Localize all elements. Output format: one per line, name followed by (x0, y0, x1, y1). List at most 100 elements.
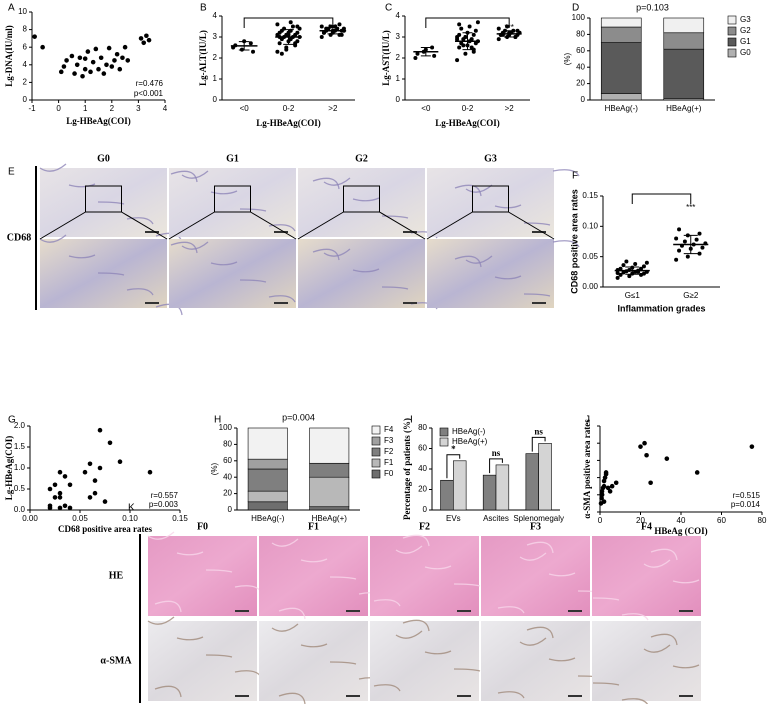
legend-swatch (727, 48, 737, 58)
point (457, 22, 462, 27)
tissue-streak (210, 261, 238, 266)
point (57, 490, 63, 496)
point (638, 444, 643, 449)
tissue-streak (271, 538, 299, 547)
point (279, 51, 284, 56)
y-tick-label: 0.00 (582, 282, 598, 291)
y-tick-label: 0.5 (14, 484, 26, 493)
y-axis-label: Lg-DNA(IU/ml) (4, 25, 14, 87)
point (700, 245, 705, 250)
tissue-streak (453, 668, 481, 672)
zoom-line (39, 211, 86, 240)
x-tick-label: <0 (240, 104, 250, 113)
point (674, 257, 679, 262)
y-tick-label: 0 (23, 95, 28, 104)
legend-swatch (371, 469, 381, 479)
point (471, 49, 476, 54)
y-tick-label: 0 (213, 95, 218, 104)
tissue-streak (126, 217, 154, 225)
bar-segment (309, 462, 350, 478)
point (72, 71, 77, 76)
point (457, 45, 462, 50)
scale-bar (274, 302, 288, 304)
point (57, 495, 63, 500)
tissue-streak (402, 534, 430, 547)
point (455, 58, 460, 63)
point (82, 469, 88, 475)
point (685, 254, 690, 259)
bar-segment (247, 490, 288, 503)
panel-letter: E (8, 167, 15, 178)
point (615, 275, 620, 280)
y-tick-label: 10 (18, 7, 27, 16)
point (87, 461, 93, 467)
micrograph (259, 536, 368, 616)
point (122, 44, 128, 50)
tissue-streak (170, 170, 198, 183)
tissue-streak (300, 558, 328, 563)
bar (440, 479, 454, 511)
point (321, 30, 326, 35)
point (639, 266, 644, 271)
significance-bracket (631, 193, 692, 204)
bar-segment (247, 501, 288, 511)
point (605, 485, 611, 491)
row-label: α-SMA (100, 655, 132, 666)
bar-segment (663, 17, 705, 34)
point (641, 271, 646, 276)
significance-bracket (425, 17, 510, 28)
point (67, 482, 73, 488)
point (112, 58, 117, 63)
scale-bar (532, 231, 546, 233)
tissue-streak (68, 254, 96, 259)
column-label: F4 (641, 521, 652, 532)
x-tick-label: 0-2 (462, 104, 474, 113)
tissue-streak (352, 197, 380, 202)
y-tick-label: 2 (213, 53, 218, 62)
x-tick-label: >2 (505, 104, 515, 113)
tissue-streak (454, 255, 482, 268)
x-tick-label: 0-2 (283, 104, 295, 113)
point (67, 505, 73, 511)
point (109, 64, 115, 69)
scale-bar (532, 302, 546, 304)
point (107, 440, 113, 446)
y-tick-label: 60 (576, 46, 585, 55)
x-axis-label: Lg-HBeAg(COI) (256, 118, 321, 128)
point (47, 486, 53, 492)
y-tick-label: 20 (576, 79, 585, 88)
tissue-streak (381, 286, 409, 290)
y-tick-label: 0.15 (582, 191, 598, 200)
x-tick-label: Splenomegaly (513, 514, 564, 523)
tissue-streak (424, 650, 452, 655)
micrograph (370, 621, 479, 701)
x-tick-label: 0 (598, 516, 603, 525)
tissue-streak (373, 684, 401, 692)
point (603, 470, 609, 475)
y-tick-label: 80 (576, 30, 585, 39)
tissue-streak (39, 234, 67, 243)
tissue-streak (205, 654, 233, 658)
point (92, 490, 98, 496)
legend-label: G0 (740, 48, 751, 57)
point (697, 231, 702, 236)
point (93, 46, 99, 52)
y-tick-label: 20 (223, 489, 232, 498)
zoom-box (343, 185, 380, 213)
bar (482, 474, 497, 511)
y-tick-label: 6 (23, 42, 28, 51)
panel-letter: H (214, 415, 221, 426)
x-tick-label: HBeAg(-) (605, 104, 639, 113)
tissue-streak (239, 208, 267, 212)
bar-segment (309, 506, 350, 511)
tissue-streak (154, 600, 182, 613)
tissue-streak (548, 572, 576, 577)
x-tick-label: G≥2 (683, 291, 699, 300)
bar-segment (247, 458, 288, 470)
scale-bar (235, 610, 249, 612)
tissue-streak (672, 664, 700, 669)
point (106, 45, 112, 51)
point (97, 465, 103, 471)
y-axis-label: CD68 positive area rates (569, 189, 579, 294)
significance-label: * (451, 444, 456, 454)
